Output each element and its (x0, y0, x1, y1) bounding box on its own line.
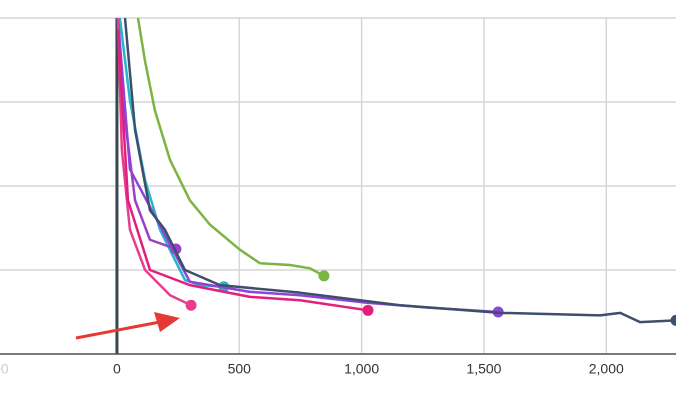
x-tick-label: -500 (0, 361, 9, 377)
series-line (116, 29, 369, 312)
x-tick-label: 1,500 (466, 361, 501, 377)
x-tick-label: 2,000 (589, 361, 624, 377)
series-line (136, 17, 325, 277)
series-line (116, 17, 192, 307)
x-tick-label: 1,000 (344, 361, 379, 377)
series-end-dot (318, 270, 330, 282)
series-end-dot (185, 299, 197, 311)
x-tick-label: 500 (228, 361, 252, 377)
annotation-arrow (75, 312, 180, 340)
series-end-dot (362, 304, 374, 316)
series-end-dot (670, 314, 676, 326)
series-line (123, 17, 676, 324)
x-tick-label: 0 (113, 361, 121, 377)
